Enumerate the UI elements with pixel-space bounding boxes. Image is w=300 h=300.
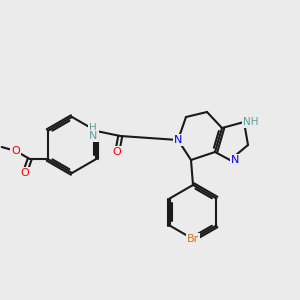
- Text: O: O: [20, 168, 29, 178]
- Text: NH: NH: [243, 117, 259, 127]
- Text: O: O: [113, 147, 122, 157]
- Text: N: N: [89, 131, 98, 141]
- Text: O: O: [11, 146, 20, 156]
- Text: N: N: [231, 155, 239, 165]
- Text: Br: Br: [187, 234, 199, 244]
- Text: N: N: [174, 135, 182, 145]
- Text: H: H: [89, 123, 97, 133]
